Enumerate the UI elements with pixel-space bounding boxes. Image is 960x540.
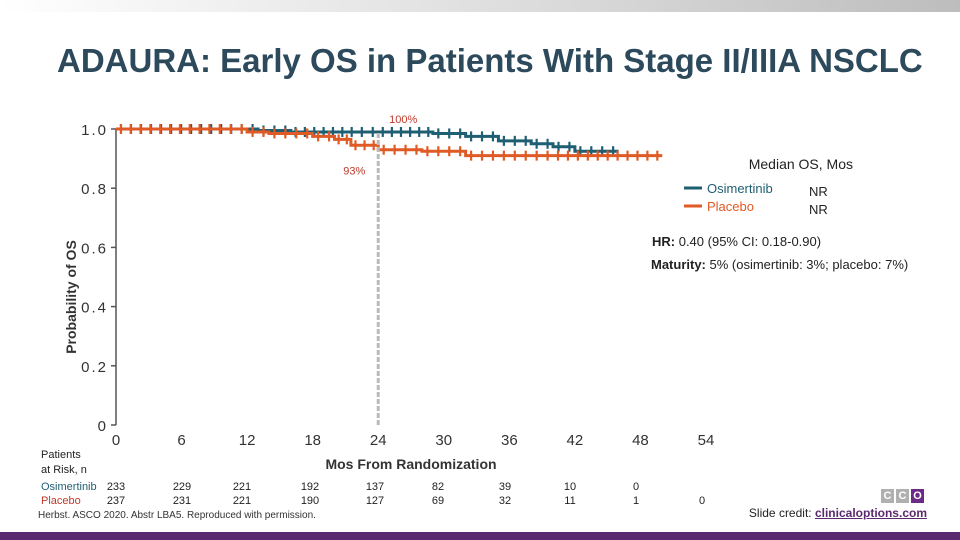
x-tick-label: 42 xyxy=(567,432,584,449)
hr-value: 0.40 (95% CI: 0.18-0.90) xyxy=(679,234,821,249)
y-tick-label: 0.2 xyxy=(81,359,108,376)
at-risk-cell: 137 xyxy=(366,481,384,493)
maturity-label: Maturity: xyxy=(651,257,710,272)
logo-letter: O xyxy=(911,489,924,503)
chart-annotations: 100% 93% xyxy=(343,114,418,425)
chart-axes: 0 0.2 0.4 0.6 0.8 1.0 Probability of OS 0 6 12 18 2… xyxy=(63,122,714,472)
annotation-placebo-24mo: 93% xyxy=(343,166,365,178)
slide-title: ADAURA: Early OS in Patients With Stage … xyxy=(57,42,923,79)
logo-letter: C xyxy=(881,489,894,503)
at-risk-cell: 69 xyxy=(432,495,444,507)
at-risk-header: at Risk, n xyxy=(41,464,87,476)
x-tick-label: 36 xyxy=(501,432,518,449)
at-risk-table: Patients at Risk, n Osimertinib 233 229 221 19… xyxy=(38,449,705,521)
top-gradient-bar xyxy=(0,0,960,12)
at-risk-cell: 82 xyxy=(432,481,444,493)
cco-logo: C C O xyxy=(881,489,924,503)
logo-letter: C xyxy=(896,489,909,503)
at-risk-cell: 190 xyxy=(301,495,319,507)
at-risk-cell: 0 xyxy=(699,495,705,507)
credit-label: Slide credit: xyxy=(748,506,812,520)
at-risk-cell: 11 xyxy=(564,495,575,507)
y-tick-label: 0 xyxy=(98,418,108,435)
x-tick-label: 24 xyxy=(370,432,387,449)
x-tick-label: 18 xyxy=(304,432,321,449)
at-risk-cell: 221 xyxy=(233,495,251,507)
at-risk-cell: 1 xyxy=(633,495,639,507)
y-axis-label: Probability of OS xyxy=(63,240,79,354)
x-tick-label: 54 xyxy=(698,432,715,449)
legend-median-value: NR xyxy=(809,202,828,217)
y-tick-label: 0.4 xyxy=(81,300,108,317)
hr-label: HR: xyxy=(652,234,679,249)
x-tick-label: 12 xyxy=(239,432,256,449)
y-tick-label: 0.8 xyxy=(81,181,108,198)
x-tick-label: 48 xyxy=(632,432,649,449)
legend-label: Osimertinib xyxy=(707,181,773,196)
x-tick-label: 6 xyxy=(177,432,185,449)
at-risk-cell: 221 xyxy=(233,481,251,493)
maturity-stat: Maturity: 5% (osimertinib: 3%; placebo: … xyxy=(651,257,908,272)
x-tick-label: 0 xyxy=(112,432,120,449)
annotation-osimertinib-24mo: 100% xyxy=(389,114,417,126)
at-risk-cell: 32 xyxy=(499,495,511,507)
legend-median-value: NR xyxy=(809,184,828,199)
at-risk-cell: 231 xyxy=(173,495,191,507)
at-risk-cell: 0 xyxy=(633,481,639,493)
y-tick-label: 1.0 xyxy=(81,122,108,139)
slide-credit: Slide credit: clinicaloptions.com xyxy=(749,506,927,520)
x-axis-label: Mos From Randomization xyxy=(325,456,496,472)
legend-label: Placebo xyxy=(707,199,754,214)
chart-legend: Median OS, Mos Osimertinib NR Placebo NR HR: … xyxy=(651,156,908,272)
hr-stat: HR: 0.40 (95% CI: 0.18-0.90) xyxy=(652,234,821,249)
at-risk-cell: 233 xyxy=(107,481,125,493)
bottom-bar xyxy=(0,532,960,540)
at-risk-cell: 229 xyxy=(173,481,191,493)
at-risk-row-label: Placebo xyxy=(41,495,81,507)
at-risk-row-label: Osimertinib xyxy=(41,481,97,493)
legend-header: Median OS, Mos xyxy=(749,156,853,172)
at-risk-cell: 127 xyxy=(366,495,384,507)
at-risk-cell: 10 xyxy=(564,481,576,493)
credit-link[interactable]: clinicaloptions.com xyxy=(814,506,927,520)
at-risk-cell: 192 xyxy=(301,481,319,493)
footnote: Herbst. ASCO 2020. Abstr LBA5. Reproduce… xyxy=(38,510,316,521)
chart-curves xyxy=(116,124,663,161)
at-risk-header: Patients xyxy=(41,449,81,461)
maturity-value: 5% (osimertinib: 3%; placebo: 7%) xyxy=(710,257,909,272)
y-tick-label: 0.6 xyxy=(81,240,108,257)
at-risk-cell: 39 xyxy=(499,481,511,493)
x-tick-label: 30 xyxy=(435,432,452,449)
at-risk-cell: 237 xyxy=(107,495,125,507)
km-curve-placebo xyxy=(116,127,663,158)
